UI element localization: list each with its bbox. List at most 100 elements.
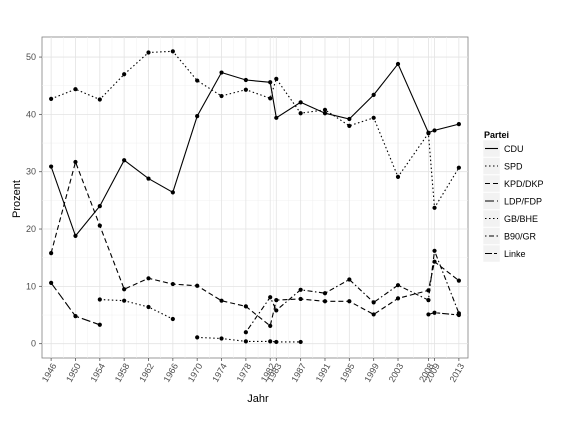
- x-axis-title: Jahr: [247, 393, 269, 405]
- data-point-gb-bhe: [219, 336, 224, 341]
- series-line-gb-bhe: [197, 336, 301, 343]
- data-point-b90-gr: [347, 277, 352, 282]
- y-tick-label: 50: [26, 52, 36, 62]
- data-point-cdu: [122, 158, 127, 163]
- x-tick-label: 1978: [235, 362, 254, 384]
- data-point-cdu: [347, 116, 352, 122]
- data-point-kpd-dkp: [274, 298, 279, 303]
- data-point-b90-gr: [371, 300, 376, 305]
- data-point-spd: [73, 87, 78, 92]
- data-point-b90-gr: [322, 291, 328, 296]
- data-point-kpd-dkp: [219, 298, 224, 303]
- x-tick-label: 1966: [161, 362, 180, 384]
- series-lines: [49, 49, 461, 345]
- data-point-spd: [195, 78, 200, 83]
- data-point-spd: [219, 93, 224, 99]
- data-point-linke: [426, 312, 431, 317]
- data-point-gb-bhe: [298, 339, 303, 345]
- data-point-spd: [395, 174, 401, 179]
- data-point-kpd-dkp: [347, 299, 352, 304]
- x-tick-label: 1958: [113, 362, 132, 384]
- data-point-b90-gr: [274, 308, 279, 313]
- y-tick-label: 0: [31, 339, 36, 349]
- data-point-cdu: [371, 92, 376, 97]
- data-point-gb-bhe: [274, 339, 279, 345]
- legend: Partei CDU SPD KPD/DKP LDP/FDP GB/BHE B90/GR L…: [482, 130, 544, 263]
- x-tick-label: 1946: [40, 362, 59, 384]
- data-point-spd: [146, 50, 151, 55]
- x-tick-label: 1970: [186, 362, 205, 384]
- data-point-kpd-dkp: [170, 281, 175, 287]
- x-tick-label: 1987: [289, 362, 308, 384]
- x-tick-label: 1999: [362, 362, 381, 384]
- data-point-gb-bhe: [268, 339, 273, 344]
- x-tick-label: 2003: [387, 362, 406, 384]
- x-tick-label: 1950: [64, 362, 83, 384]
- data-point-b90-gr: [426, 298, 431, 303]
- panel-border: [41, 36, 469, 359]
- series-kpd-dkp: [49, 159, 461, 328]
- data-point-spd: [432, 205, 437, 210]
- data-point-kpd-dkp: [73, 159, 78, 165]
- data-point-spd: [426, 131, 431, 136]
- data-point-spd: [268, 96, 273, 101]
- legend-key-kpd-dkp: [482, 174, 501, 193]
- legend-label-gb-bhe: GB/BHE: [504, 214, 538, 224]
- data-point-cdu: [274, 115, 279, 120]
- legend-label-b90-gr: B90/GR: [504, 232, 537, 242]
- y-tick-label: 10: [26, 281, 36, 291]
- legend-key-spd: [482, 157, 501, 175]
- data-point-cdu: [395, 61, 401, 67]
- data-point-cdu: [268, 80, 273, 85]
- data-point-spd: [371, 115, 376, 120]
- data-point-kpd-dkp: [298, 296, 303, 302]
- series-line-gb-bhe: [99, 298, 174, 320]
- data-point-b90-gr: [395, 283, 401, 288]
- data-point-spd: [122, 72, 127, 77]
- data-point-spd: [170, 49, 175, 54]
- data-point-cdu: [219, 70, 224, 75]
- data-point-ldp-fdp: [97, 322, 102, 327]
- legend-key-gb-bhe: [482, 209, 501, 228]
- data-point-cdu: [298, 100, 303, 105]
- data-point-spd: [243, 87, 248, 92]
- data-point-b90-gr: [432, 248, 437, 253]
- data-point-spd: [347, 123, 352, 128]
- data-point-ldp-fdp: [73, 314, 78, 319]
- legend-label-spd: SPD: [504, 162, 523, 172]
- data-point-cdu: [170, 190, 175, 195]
- x-tick-label: 1974: [210, 362, 229, 384]
- data-point-kpd-dkp: [371, 312, 376, 317]
- series-ldp-fdp: [49, 280, 102, 327]
- data-point-kpd-dkp: [97, 223, 102, 228]
- data-point-cdu: [73, 233, 78, 239]
- series-line-b90-gr: [245, 250, 460, 333]
- y-tick-label: 20: [26, 224, 36, 234]
- data-point-gb-bhe: [97, 297, 102, 302]
- legend-title: Partei: [484, 130, 509, 140]
- data-point-kpd-dkp: [195, 283, 200, 288]
- series-spd: [49, 49, 461, 210]
- x-tick-label: 1995: [338, 362, 357, 384]
- data-point-kpd-dkp: [268, 323, 273, 328]
- plot-panel: [41, 36, 469, 359]
- data-point-spd: [456, 165, 461, 170]
- x-tick-label: 1954: [88, 362, 107, 384]
- data-point-b90-gr: [268, 295, 273, 300]
- legend-label-linke: Linke: [504, 249, 526, 259]
- y-tick-label: 40: [26, 109, 36, 119]
- data-point-kpd-dkp: [49, 251, 54, 256]
- data-point-b90-gr: [298, 287, 303, 292]
- data-point-kpd-dkp: [322, 299, 328, 304]
- data-point-cdu: [97, 203, 102, 209]
- x-tick-label: 1991: [314, 362, 333, 384]
- data-point-cdu: [146, 176, 151, 181]
- x-tick-label: 1962: [137, 362, 156, 384]
- data-point-cdu: [49, 164, 54, 169]
- data-point-gb-bhe: [195, 335, 200, 340]
- data-point-linke: [432, 310, 437, 315]
- data-point-spd: [322, 107, 328, 112]
- data-point-ldp-fdp: [49, 280, 54, 286]
- y-tick-label: 30: [26, 167, 36, 177]
